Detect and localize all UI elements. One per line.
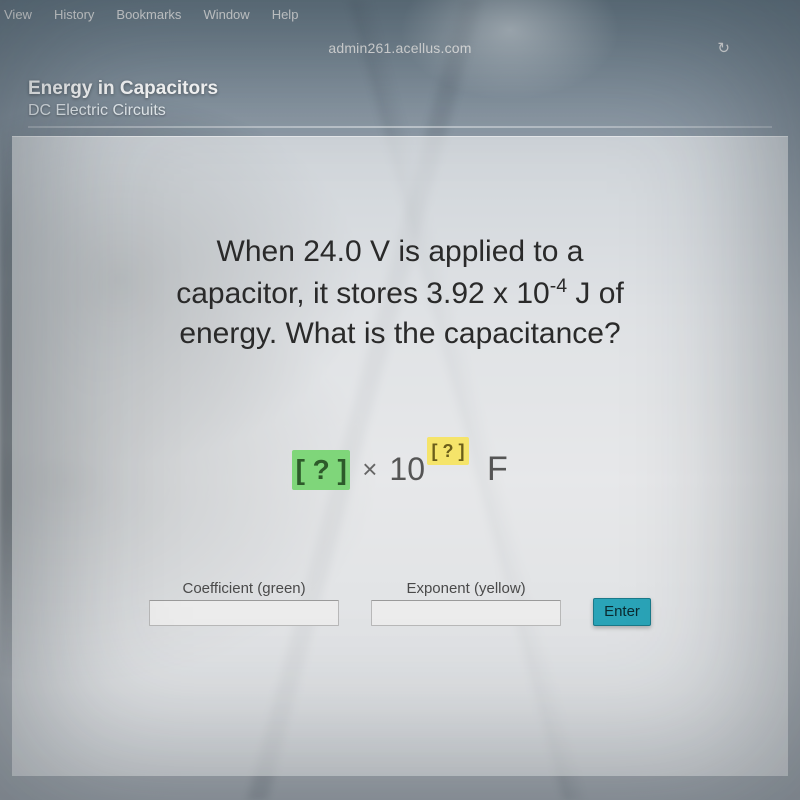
ten-power-group: 10 [ ? ] bbox=[389, 451, 469, 488]
address-bar-url[interactable]: admin261.acellus.com bbox=[328, 40, 471, 56]
unit-farad: F bbox=[487, 450, 508, 489]
question-line-3: energy. What is the capacitance? bbox=[176, 314, 624, 355]
question-line-1: When 24.0 V is applied to a bbox=[176, 232, 624, 273]
exponent-input-group: Exponent (yellow) bbox=[371, 580, 561, 626]
coefficient-label: Coefficient (green) bbox=[149, 580, 339, 597]
lesson-subtitle: DC Electric Circuits bbox=[28, 102, 772, 120]
macos-menubar: View History Bookmarks Window Help bbox=[0, 0, 800, 28]
answer-input-row: Coefficient (green) Exponent (yellow) En… bbox=[149, 580, 651, 626]
header-divider bbox=[28, 126, 772, 128]
question-exponent: -4 bbox=[550, 275, 567, 297]
refresh-icon[interactable]: ↻ bbox=[717, 39, 730, 57]
coefficient-input-group: Coefficient (green) bbox=[149, 580, 339, 626]
browser-toolbar: admin261.acellus.com ↻ bbox=[0, 28, 800, 68]
question-text: When 24.0 V is applied to a capacitor, i… bbox=[136, 232, 664, 355]
base-ten: 10 bbox=[389, 451, 425, 488]
menu-view[interactable]: View bbox=[4, 7, 32, 22]
menu-history[interactable]: History bbox=[54, 7, 94, 22]
exponent-input[interactable] bbox=[371, 600, 561, 626]
answer-template: [ ? ] × 10 [ ? ] F bbox=[292, 450, 508, 490]
question-line-2-post: J of bbox=[567, 277, 624, 310]
menu-bookmarks[interactable]: Bookmarks bbox=[116, 7, 181, 22]
exponent-placeholder[interactable]: [ ? ] bbox=[427, 437, 469, 465]
times-symbol: × bbox=[362, 454, 377, 485]
enter-button[interactable]: Enter bbox=[593, 598, 651, 626]
question-line-2: capacitor, it stores 3.92 x 10-4 J of bbox=[176, 273, 624, 315]
question-line-2-pre: capacitor, it stores 3.92 x 10 bbox=[176, 277, 550, 310]
lesson-header: Energy in Capacitors DC Electric Circuit… bbox=[0, 68, 800, 136]
lesson-title: Energy in Capacitors bbox=[28, 78, 772, 100]
coefficient-input[interactable] bbox=[149, 600, 339, 626]
menu-window[interactable]: Window bbox=[203, 7, 249, 22]
content-panel: When 24.0 V is applied to a capacitor, i… bbox=[12, 136, 788, 776]
menu-help[interactable]: Help bbox=[272, 7, 299, 22]
coefficient-placeholder[interactable]: [ ? ] bbox=[292, 450, 350, 490]
exponent-label: Exponent (yellow) bbox=[371, 580, 561, 597]
